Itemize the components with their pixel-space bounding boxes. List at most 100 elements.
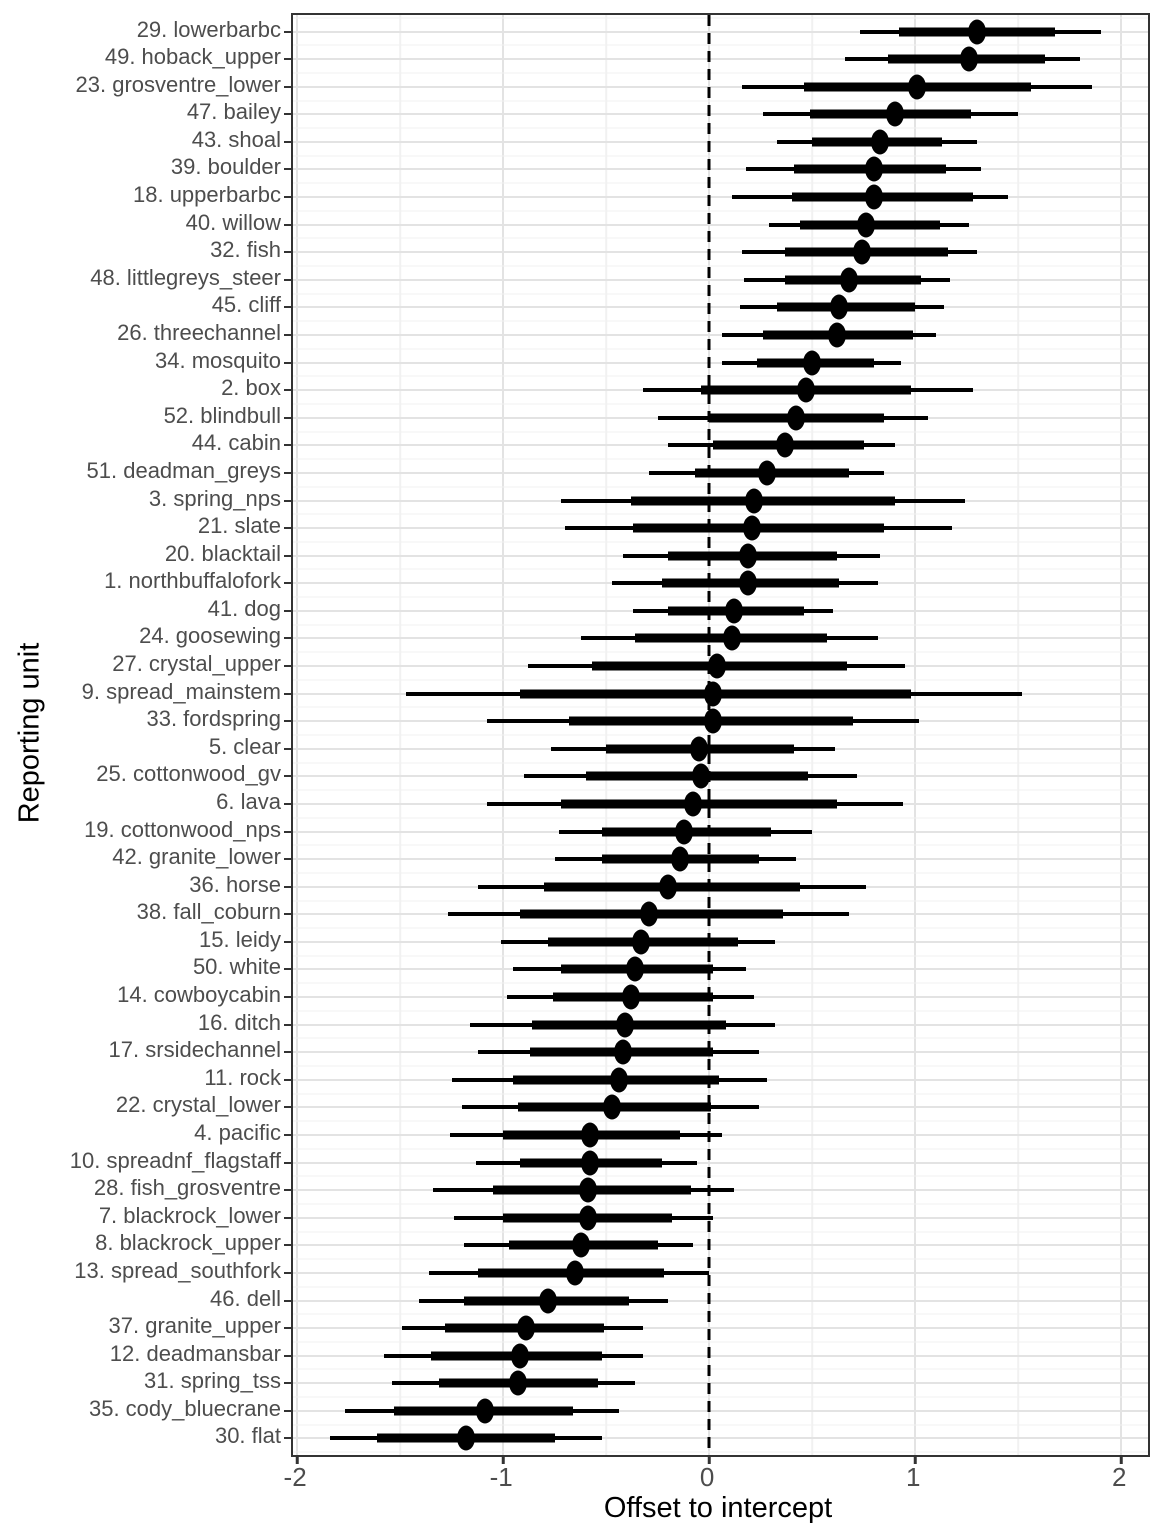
grid-major-horizontal: [293, 1409, 1148, 1412]
y-axis-tick-mark: [284, 582, 293, 585]
y-axis-tick-label: 23. grosventre_lower: [75, 71, 281, 97]
grid-major-horizontal: [293, 113, 1148, 116]
grid-major-horizontal: [293, 1382, 1148, 1385]
grid-major-horizontal: [293, 140, 1148, 143]
y-axis-tick-mark: [284, 1354, 293, 1357]
grid-minor-horizontal: [293, 431, 1148, 433]
y-axis-tick-mark: [284, 802, 293, 805]
y-axis-tick-label: 2. box: [221, 375, 281, 401]
y-axis-tick-mark: [284, 251, 293, 254]
x-axis-tick-label: -2: [283, 1462, 307, 1492]
y-axis-tick-label: 1. northbuffalofork: [104, 568, 281, 594]
grid-major-horizontal: [293, 306, 1148, 309]
y-axis-tick-label: 52. blindbull: [163, 402, 281, 428]
point-estimate: [908, 74, 927, 100]
grid-minor-horizontal: [293, 817, 1148, 819]
y-axis-tick-mark: [284, 996, 293, 999]
grid-major-horizontal: [293, 1216, 1148, 1219]
point-estimate: [580, 1150, 599, 1176]
y-axis-tick-label: 35. cody_bluecrane: [88, 1395, 281, 1421]
y-axis-tick-label: 47. bailey: [186, 99, 281, 125]
y-axis-tick-label: 4. pacific: [194, 1120, 281, 1145]
y-axis-tick-label: 19. cottonwood_nps: [84, 816, 281, 842]
y-axis-tick-mark: [284, 334, 293, 336]
y-axis-tick-mark: [284, 720, 293, 723]
grid-minor-horizontal: [293, 1396, 1148, 1398]
y-axis-tick-mark: [284, 1409, 293, 1412]
y-axis-tick-mark: [284, 444, 293, 447]
point-estimate: [959, 46, 978, 72]
y-axis-tick-mark: [284, 775, 293, 778]
y-axis-tick-mark: [284, 858, 293, 861]
y-axis-tick-mark: [284, 1244, 293, 1247]
grid-minor-horizontal: [293, 1341, 1148, 1343]
x-axis-tick-mark: [707, 1455, 711, 1464]
y-axis-tick-mark: [284, 830, 293, 833]
point-estimate: [776, 432, 795, 458]
grid-minor-horizontal: [293, 1175, 1148, 1177]
grid-minor-horizontal: [293, 44, 1148, 46]
y-axis-tick-label: 22. crystal_lower: [115, 1092, 281, 1118]
point-estimate: [757, 460, 776, 486]
point-estimate: [689, 736, 708, 762]
y-axis-tick-mark: [284, 913, 293, 916]
point-estimate: [475, 1398, 494, 1424]
point-estimate: [580, 1122, 599, 1148]
y-axis-tick-mark: [284, 1078, 293, 1081]
y-axis-tick-mark: [284, 1437, 293, 1440]
y-axis-tick-label: 3. spring_nps: [148, 485, 281, 511]
point-estimate: [615, 1012, 634, 1038]
y-axis-tick-mark: [284, 637, 293, 640]
y-axis-tick-mark: [284, 554, 293, 557]
y-axis-tick-mark: [284, 389, 293, 392]
grid-major-horizontal: [293, 30, 1148, 33]
x-axis-tick-label: -1: [489, 1462, 513, 1492]
grid-minor-horizontal: [293, 458, 1148, 460]
grid-minor-horizontal: [293, 1093, 1148, 1095]
grid-minor-horizontal: [293, 1313, 1148, 1315]
point-estimate: [613, 1039, 632, 1065]
y-axis-tick-mark: [284, 196, 293, 199]
point-estimate: [743, 515, 762, 541]
zero-reference-line: [707, 15, 711, 1455]
y-axis-tick-label: 24. goosewing: [139, 623, 281, 649]
grid-major-horizontal: [293, 1327, 1148, 1330]
grid-minor-horizontal: [293, 403, 1148, 405]
y-axis-tick-label: 29. lowerbarbc: [136, 16, 281, 42]
grid-minor-horizontal: [293, 72, 1148, 74]
y-axis-tick-label: 16. ditch: [197, 1009, 281, 1035]
x-axis-tick-label: 1: [905, 1462, 921, 1492]
y-axis-tick-label: 21. slate: [197, 513, 281, 539]
grid-minor-horizontal: [293, 210, 1148, 212]
y-axis-tick-mark: [284, 885, 293, 888]
grid-minor-horizontal: [293, 513, 1148, 515]
grid-minor-horizontal: [293, 900, 1148, 902]
plot-panel: [284, 13, 1150, 1464]
x-axis-tick-label-row: -2 -1 0 1 2: [284, 1462, 1146, 1494]
y-axis-tick-label: 50. white: [192, 954, 281, 980]
y-axis-tick-mark: [284, 58, 293, 61]
y-axis-tick-mark: [284, 747, 293, 750]
y-axis-tick-label: 46. dell: [210, 1285, 281, 1311]
grid-minor-horizontal: [293, 734, 1148, 736]
y-axis-tick-label: 43. shoal: [191, 126, 281, 152]
y-axis-tick-mark: [284, 223, 293, 226]
y-axis-tick-label: 33. fordspring: [146, 706, 281, 732]
point-estimate: [691, 763, 710, 789]
y-axis-tick-label: 12. deadmansbar: [109, 1340, 281, 1366]
point-estimate: [510, 1343, 529, 1369]
grid-minor-horizontal: [293, 17, 1148, 19]
grid-minor-horizontal: [293, 237, 1148, 239]
point-estimate: [603, 1094, 622, 1120]
x-axis-tick-mark: [913, 1455, 917, 1464]
y-axis-tick-mark: [284, 1327, 293, 1330]
y-axis-tick-mark: [284, 527, 293, 530]
grid-minor-horizontal: [293, 982, 1148, 984]
y-axis-tick-mark: [284, 968, 293, 971]
grid-minor-horizontal: [293, 1065, 1148, 1067]
y-axis-tick-mark: [284, 140, 293, 143]
grid-minor-horizontal: [293, 844, 1148, 846]
y-axis-tick-label: 45. cliff: [211, 292, 281, 318]
point-estimate: [827, 322, 846, 348]
y-axis-tick-mark: [284, 1134, 293, 1136]
